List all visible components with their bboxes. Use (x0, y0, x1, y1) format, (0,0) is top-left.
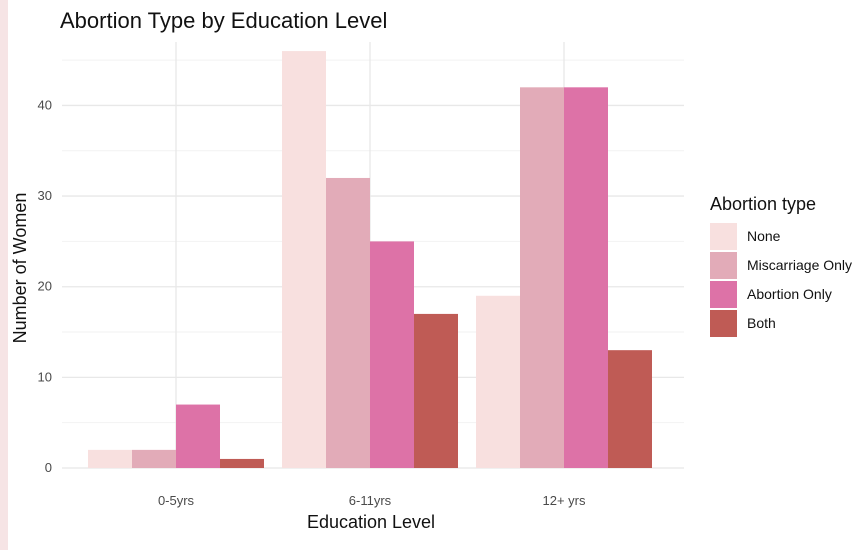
legend-label-both: Both (747, 315, 776, 331)
bar-miscarriage-only-12plus-yrs (520, 87, 564, 468)
y-axis-title: Number of Women (10, 193, 30, 344)
legend-key-both (710, 310, 737, 337)
bar-abortion-only-0-5yrs (176, 404, 220, 468)
bar-none-12plus-yrs (476, 295, 520, 468)
bar-both-12plus-yrs (608, 350, 652, 468)
bar-miscarriage-only-0-5yrs (132, 449, 176, 468)
ticks-layer: 0 10 20 30 40 0-5yrs 6-11yrs 12+ yrs (38, 97, 586, 508)
x-axis-title: Education Level (307, 512, 435, 532)
bar-both-6-11yrs (414, 313, 458, 468)
bar-none-0-5yrs (88, 449, 132, 468)
bar-abortion-only-6-11yrs (370, 241, 414, 468)
legend-layer: None Miscarriage Only Abortion Only Both (710, 223, 852, 337)
y-tick-label-0: 0 (45, 460, 52, 475)
bar-both-0-5yrs (220, 458, 264, 468)
y-tick-label-30: 30 (38, 188, 52, 203)
bars-layer (88, 51, 652, 468)
legend-key-abortion-only (710, 281, 737, 308)
bar-abortion-only-12plus-yrs (564, 87, 608, 468)
y-tick-label-40: 40 (38, 97, 52, 112)
y-tick-label-20: 20 (38, 279, 52, 294)
x-tick-label-1: 6-11yrs (349, 493, 392, 508)
chart-title: Abortion Type by Education Level (60, 8, 387, 33)
x-tick-label-0: 0-5yrs (158, 493, 195, 508)
y-tick-label-10: 10 (38, 369, 52, 384)
legend-key-none (710, 223, 737, 250)
legend-label-none: None (747, 228, 781, 244)
bar-none-6-11yrs (282, 51, 326, 468)
legend-title: Abortion type (710, 194, 816, 214)
legend-label-abortion-only: Abortion Only (747, 286, 832, 302)
legend-label-miscarriage-only: Miscarriage Only (747, 257, 852, 273)
chart-panel: Abortion Type by Education Level Educati… (8, 0, 866, 550)
x-tick-label-2: 12+ yrs (543, 493, 586, 508)
legend-key-miscarriage-only (710, 252, 737, 279)
bar-miscarriage-only-6-11yrs (326, 177, 370, 468)
chart-svg: Abortion Type by Education Level Educati… (10, 8, 852, 532)
